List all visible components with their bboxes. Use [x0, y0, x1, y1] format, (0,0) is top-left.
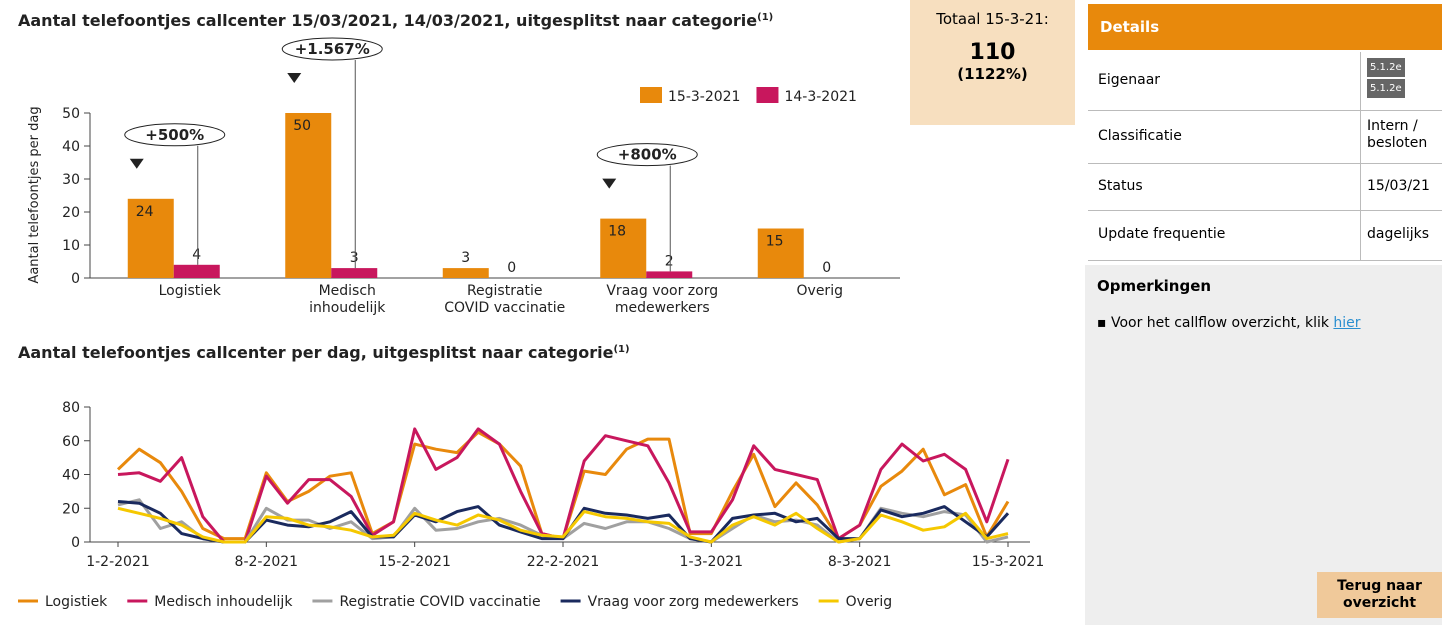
x-tick-label: 15-2-2021 — [378, 554, 450, 570]
details-value: 15/03/21 — [1360, 163, 1430, 210]
x-tick-label: 8-2-2021 — [235, 554, 299, 570]
details-value: dagelijks — [1360, 210, 1429, 260]
y-tick-label: 10 — [62, 238, 80, 254]
bar-value-label: 24 — [136, 204, 154, 220]
bar-value-label: 15 — [766, 234, 784, 250]
title-text: Aantal telefoontjes callcenter 15/03/202… — [18, 11, 757, 30]
bar — [127, 198, 174, 278]
remarks-link[interactable]: hier — [1333, 315, 1361, 331]
badge: 5.1.2e — [1367, 79, 1405, 98]
x-tick-label: 1-2-2021 — [86, 554, 150, 570]
details-key: Eigenaar — [1098, 72, 1161, 88]
details-key: Status — [1098, 177, 1143, 194]
bar-value-label: 50 — [293, 118, 311, 134]
x-tick-label: 8-3-2021 — [828, 554, 892, 570]
y-tick-label: 30 — [62, 172, 80, 188]
legend-label: Registratie COVID vaccinatie — [339, 594, 540, 610]
details-row: Update frequentie dagelijks — [1088, 210, 1442, 261]
y-tick-label: 40 — [62, 468, 80, 484]
bar — [442, 268, 489, 278]
total-value: 110 — [969, 40, 1016, 65]
title-note: (1) — [613, 344, 629, 355]
legend-label: Logistiek — [45, 594, 108, 610]
bar — [173, 264, 220, 278]
bar-value-label: 0 — [822, 260, 831, 276]
y-tick-label: 40 — [62, 139, 80, 155]
bar-value-label: 3 — [461, 250, 470, 266]
y-tick-label: 60 — [62, 434, 80, 450]
total-label: Totaal 15-3-21: — [936, 10, 1049, 28]
annotation: +1.567% — [295, 40, 370, 58]
total-change: (1122%) — [957, 65, 1028, 83]
chart-title: Aantal telefoontjes callcenter per dag, … — [18, 343, 630, 362]
legend-label: 14-3-2021 — [784, 89, 856, 105]
side-panel: Details Eigenaar 5.1.2e 5.1.2e Classificati… — [1085, 0, 1442, 625]
x-tick-label: Medisch inhoudelijk — [309, 283, 386, 316]
line-series — [117, 506, 1009, 544]
annotation-arrow — [287, 73, 302, 83]
legend-swatch — [756, 87, 779, 103]
remarks-text: Voor het callflow overzicht, klik — [1110, 315, 1334, 331]
x-tick-label: Vraag voor zorg medewerkers — [606, 283, 719, 316]
title-note: (1) — [757, 12, 773, 23]
y-tick-label: 50 — [62, 106, 80, 122]
bar-value-label: 2 — [665, 253, 674, 269]
details-value: 5.1.2e 5.1.2e — [1360, 52, 1405, 114]
details-value: Intern / besloten — [1360, 110, 1427, 163]
bar — [646, 271, 693, 278]
annotation-arrow — [129, 158, 144, 169]
bar-value-label: 18 — [608, 224, 626, 240]
y-axis-label: Aantal telefoontjes per dag — [27, 106, 42, 283]
details-key: Update frequentie — [1098, 226, 1226, 242]
y-tick-label: 0 — [71, 271, 80, 287]
y-tick-label: 20 — [62, 501, 80, 517]
details-row: Status 15/03/21 — [1088, 163, 1442, 211]
x-tick-label: Overig — [796, 283, 843, 299]
legend-label: Vraag voor zorg medewerkers — [588, 594, 799, 610]
details-key: Classificatie — [1098, 127, 1182, 144]
line-series — [117, 427, 1010, 544]
legend-swatch — [640, 87, 662, 103]
x-tick-label: 15-3-2021 — [972, 554, 1044, 570]
y-tick-label: 20 — [62, 205, 80, 221]
legend-label: Overig — [846, 594, 892, 610]
annotation: +800% — [618, 146, 677, 164]
x-tick-label: 1-3-2021 — [680, 554, 744, 570]
bar — [331, 268, 378, 278]
charts: Aantal telefoontjes callcenter 15/03/202… — [18, 11, 1044, 610]
bar — [600, 218, 647, 278]
annotation-ellipse — [596, 143, 698, 167]
x-tick-label: Registratie COVID vaccinatie — [444, 283, 566, 316]
bar-value-label: 3 — [350, 250, 359, 266]
bar — [757, 228, 804, 278]
bar — [285, 113, 332, 278]
x-tick-label: Logistiek — [158, 283, 221, 299]
chart-title: Aantal telefoontjes callcenter 15/03/202… — [18, 11, 773, 30]
bar-value-label: 4 — [192, 247, 201, 263]
annotation-ellipse — [124, 123, 226, 147]
back-button[interactable]: Terug naar overzicht — [1317, 572, 1442, 618]
annotation-arrow — [602, 178, 617, 189]
total-box: Totaal 15-3-21: 110 (1122%) — [910, 0, 1075, 125]
bar-value-label: 0 — [507, 260, 516, 276]
remarks-panel: Opmerkingen ▪ Voor het callflow overzich… — [1085, 265, 1442, 625]
details-header: Details — [1088, 4, 1442, 50]
y-tick-label: 80 — [62, 400, 80, 416]
x-tick-label: 22-2-2021 — [527, 554, 599, 570]
legend-label: 15-3-2021 — [668, 89, 740, 105]
title-text: Aantal telefoontjes callcenter per dag, … — [18, 343, 614, 362]
details-row: Classificatie Intern / besloten — [1088, 110, 1442, 164]
remarks-item: ▪ Voor het callflow overzicht, klik hier — [1097, 315, 1361, 331]
badge: 5.1.2e — [1367, 58, 1405, 77]
annotation: +500% — [145, 126, 204, 144]
annotation-ellipse — [281, 37, 383, 61]
details-row: Eigenaar 5.1.2e 5.1.2e — [1088, 52, 1442, 114]
y-tick-label: 0 — [71, 535, 80, 551]
remarks-title: Opmerkingen — [1097, 277, 1212, 295]
legend-label: Medisch inhoudelijk — [154, 594, 293, 610]
